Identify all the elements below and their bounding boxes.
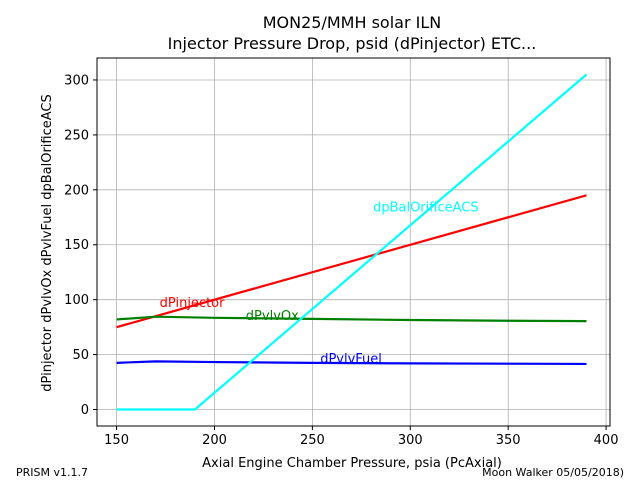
y-tick-label: 50 — [72, 348, 89, 363]
series-line-dpinjector — [116, 194, 587, 329]
y-axis-label: dPinjector dPvlvOx dPvlvFuel dpBalOrific… — [40, 94, 55, 391]
annotation-dpinjector: dPinjector — [160, 296, 225, 311]
footer-left: PRISM v1.1.7 — [16, 466, 88, 479]
annotation-dpvlvfuel: dPvlvFuel — [320, 352, 382, 367]
y-tick-label: 100 — [64, 293, 89, 308]
series-line-dpvlvox — [116, 315, 587, 323]
y-tick-label: 0 — [81, 403, 89, 418]
series-lines — [116, 73, 588, 411]
grid-lines — [97, 58, 610, 426]
x-axis-label: Axial Engine Chamber Pressure, psia (PcA… — [202, 456, 502, 471]
chart-subtitle: Injector Pressure Drop, psid (dPinjector… — [168, 34, 537, 53]
x-tick-label: 200 — [202, 433, 227, 448]
annotation-dpvlvox: dPvlvOx — [246, 309, 299, 324]
series-annotations: dPinjector dPvlvOx dPvlvFuel dpBalOrificeAC… — [160, 200, 479, 367]
y-tick-label: 200 — [64, 183, 89, 198]
annotation-dpbalorificeacs: dpBalOrificeACS — [373, 200, 479, 215]
footer-right: Moon Walker 05/05/2018) — [482, 466, 624, 479]
x-tick-label: 350 — [496, 433, 521, 448]
plot-frame — [96, 57, 611, 427]
y-tick-label: 150 — [64, 238, 89, 253]
x-tick-label: 250 — [300, 433, 325, 448]
series-line-dpvlvfuel — [116, 360, 587, 366]
x-tick-label: 400 — [594, 433, 619, 448]
y-tick-label: 300 — [64, 73, 89, 88]
x-tick-label: 150 — [104, 433, 129, 448]
y-tick-label: 250 — [64, 128, 89, 143]
chart-title: MON25/MMH solar ILN — [263, 13, 441, 32]
axis-ticks: 150 200 250 300 350 400 0 50 100 150 200 250 300 — [64, 73, 618, 448]
x-tick-label: 300 — [398, 433, 423, 448]
series-line-dpbalorificeacs — [116, 73, 588, 411]
